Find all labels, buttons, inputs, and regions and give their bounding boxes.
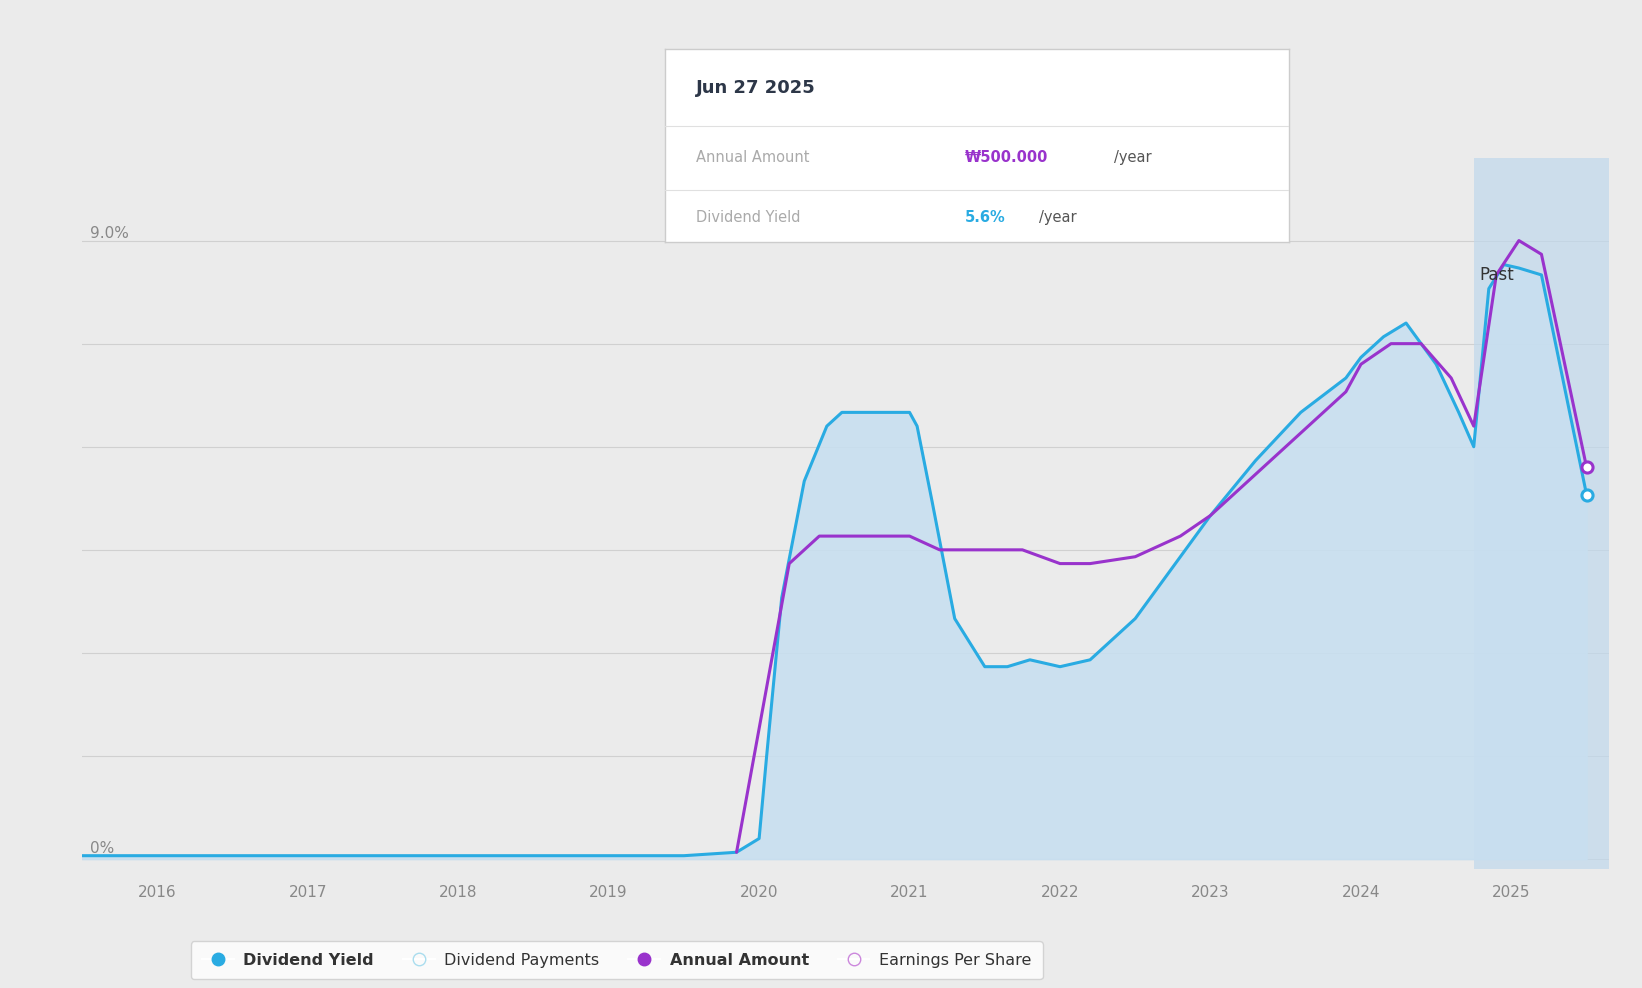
Text: /year: /year: [1039, 209, 1077, 224]
Text: 0%: 0%: [90, 841, 113, 856]
Text: Past: Past: [1479, 266, 1514, 284]
Text: 5.6%: 5.6%: [964, 209, 1005, 224]
Text: /year: /year: [1115, 150, 1153, 165]
Text: ₩500.000: ₩500.000: [964, 150, 1048, 165]
Text: 9.0%: 9.0%: [90, 225, 128, 240]
Text: Jun 27 2025: Jun 27 2025: [696, 79, 816, 97]
Text: Annual Amount: Annual Amount: [696, 150, 810, 165]
Text: Dividend Yield: Dividend Yield: [696, 209, 801, 224]
Legend: Dividend Yield, Dividend Payments, Annual Amount, Earnings Per Share: Dividend Yield, Dividend Payments, Annua…: [190, 942, 1043, 979]
Bar: [1475, 158, 1609, 869]
